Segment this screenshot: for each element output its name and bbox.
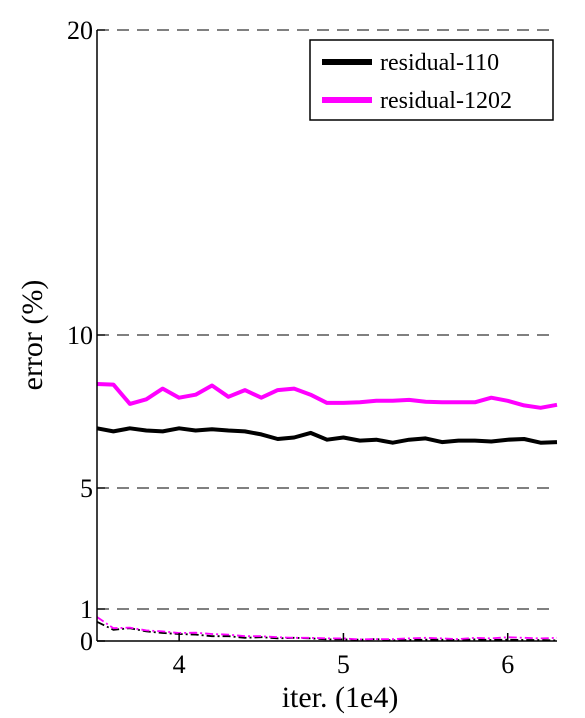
legend: residual-110 residual-1202 bbox=[309, 39, 554, 121]
ticks-layer: 0 1 5 10 20 4 5 6 bbox=[67, 16, 514, 679]
legend-box bbox=[309, 39, 554, 121]
series-layer bbox=[96, 382, 558, 642]
x-axis-label: iter. (1e4) bbox=[282, 681, 399, 714]
series-line-series-2-dashdot bbox=[96, 620, 558, 642]
y-tick-label-5: 5 bbox=[80, 474, 93, 503]
series-line-residual-110 bbox=[96, 426, 558, 445]
legend-label-residual-110: residual-110 bbox=[380, 50, 499, 76]
legend-label-residual-1202: residual-1202 bbox=[380, 88, 512, 114]
y-tick-label-0: 0 bbox=[80, 627, 93, 656]
x-tick-label-6: 6 bbox=[501, 650, 514, 679]
y-tick-label-10: 10 bbox=[67, 321, 93, 350]
y-axis-label: error (%) bbox=[16, 280, 49, 391]
series-line-series-3-dashdot bbox=[96, 616, 558, 641]
y-tick-label-20: 20 bbox=[67, 16, 93, 45]
series-line-residual-1202 bbox=[96, 382, 558, 410]
x-tick-label-5: 5 bbox=[337, 650, 350, 679]
grid-layer bbox=[97, 29, 557, 610]
y-tick-label-1: 1 bbox=[80, 595, 93, 624]
x-tick-label-4: 4 bbox=[173, 650, 186, 679]
